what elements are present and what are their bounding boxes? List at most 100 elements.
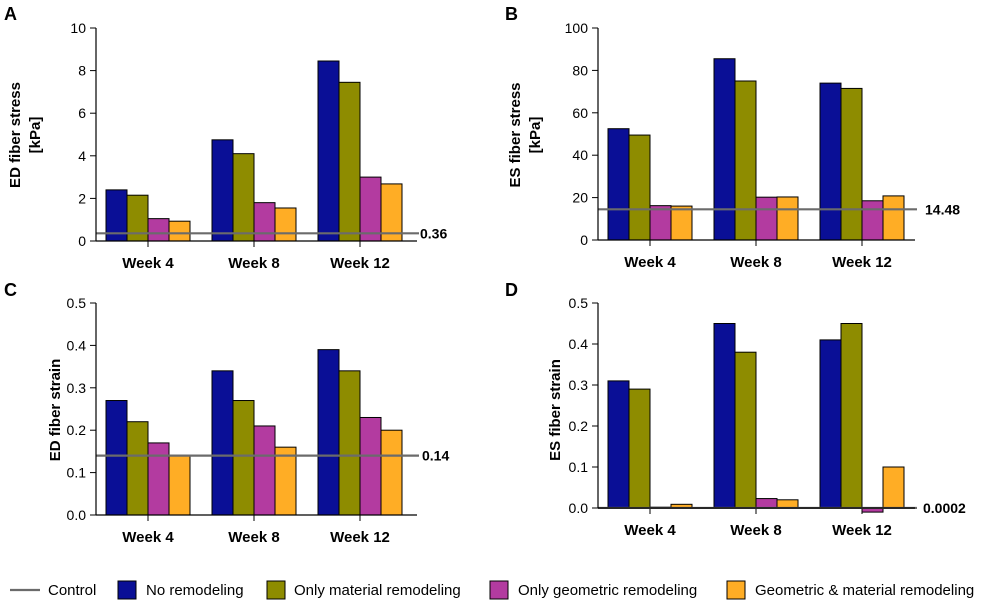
bar-no-remodeling-week-8 [713, 323, 736, 509]
panel-letter: D [505, 280, 518, 300]
y-tick-label: 0.1 [569, 459, 589, 475]
y-tick-label: 100 [565, 20, 589, 36]
y-axis-title-line: [kPa] [527, 117, 544, 154]
x-tick-label: Week 4 [122, 529, 174, 546]
bar-no-remodeling-week-12 [317, 349, 340, 516]
bar-only-material-remodeling-week-8 [734, 351, 757, 509]
legend-color-swatch [726, 580, 746, 600]
bar-only-geometric-remodeling-week-12 [359, 176, 382, 242]
y-tick-label: 0 [580, 232, 588, 248]
y-tick-label: 0.3 [67, 380, 87, 396]
bar-geometric-material-remodeling-week-8 [776, 196, 799, 241]
y-axis-title-line: ED fiber strain [47, 359, 64, 462]
y-tick-label: 80 [572, 62, 588, 78]
panel-d: D ES fiber strain Week 4 Week 8 Week 12 0.000… [505, 280, 966, 539]
bar-no-remodeling-week-12 [819, 82, 842, 241]
bar-geometric-material-remodeling-week-4 [168, 220, 191, 242]
legend-label: Control [48, 582, 96, 599]
bar-only-material-remodeling-week-8 [734, 80, 757, 241]
bar-only-material-remodeling-week-8 [232, 400, 255, 516]
x-tick-label: Week 4 [122, 255, 174, 272]
bar-no-remodeling-week-12 [819, 339, 842, 509]
y-tick-label: 0.0 [67, 507, 87, 523]
bar-only-material-remodeling-week-12 [338, 81, 361, 242]
x-tick-label: Week 12 [832, 254, 892, 271]
bar-no-remodeling-week-8 [211, 370, 234, 516]
bar-only-geometric-remodeling-week-4 [649, 205, 672, 241]
y-axis-title-line: [kPa] [27, 117, 44, 154]
y-tick-label: 2 [78, 190, 86, 206]
y-axis-title: ED fiber stress [kPa] [7, 82, 44, 188]
chart-panels: AED fiber stress [kPa]Week 4 Week 8 Week 12… [4, 4, 966, 546]
panel-a: A ED fiber stress [kPa] Week 4 Week 8 Week 12… [4, 4, 447, 272]
y-tick-label: 8 [78, 63, 86, 79]
panel-letter: B [505, 4, 518, 24]
x-tick-label: Week 8 [730, 254, 781, 271]
bar-no-remodeling-week-4 [105, 400, 128, 516]
legend-label: Only material remodeling [294, 582, 461, 599]
bar-geometric-material-remodeling-week-4 [670, 205, 693, 241]
bar-only-geometric-remodeling-week-8 [253, 425, 276, 516]
y-tick-label: 10 [70, 20, 86, 36]
y-tick-label: 0.4 [569, 336, 589, 352]
bar-only-geometric-remodeling-week-8 [755, 498, 778, 509]
x-tick-label: Week 8 [228, 529, 279, 546]
y-tick-label: 0.5 [67, 295, 87, 311]
bar-only-geometric-remodeling-week-8 [253, 202, 276, 242]
bar-only-geometric-remodeling-week-4 [147, 442, 170, 516]
y-tick-label: 0 [78, 233, 86, 249]
legend-label: Only geometric remodeling [518, 582, 697, 599]
bar-only-geometric-remodeling-week-12 [861, 200, 884, 241]
y-tick-label: 0.4 [67, 337, 87, 353]
bar-no-remodeling-week-8 [211, 139, 234, 242]
panel-b: B ES fiber stress [kPa] Week 4 Week 8 Week 12… [505, 4, 960, 271]
y-tick-label: 4 [78, 148, 86, 164]
x-tick-label: Week 8 [730, 522, 781, 539]
y-axis-title-line: ES fiber strain [547, 359, 564, 461]
legend-item-only-material-remodeling: Only material remodeling [266, 580, 461, 600]
legend-color-swatch [117, 580, 137, 600]
bar-only-material-remodeling-week-12 [338, 370, 361, 516]
y-tick-label: 0.2 [569, 418, 589, 434]
bar-no-remodeling-week-12 [317, 60, 340, 242]
control-value-label: 14.48 [925, 201, 960, 217]
y-tick-label: 0.1 [67, 465, 87, 481]
legend-item-control: Control [10, 582, 96, 599]
bar-only-material-remodeling-week-4 [628, 388, 651, 509]
y-axis-title: ES fiber stress [kPa] [507, 82, 544, 187]
legend-label: Geometric & material remodeling [755, 582, 974, 599]
y-tick-label: 40 [572, 147, 588, 163]
bar-only-material-remodeling-week-12 [840, 323, 863, 509]
bar-geometric-material-remodeling-week-12 [882, 195, 905, 241]
bar-only-geometric-remodeling-week-12 [359, 416, 382, 516]
x-tick-label: Week 12 [330, 255, 390, 272]
bar-geometric-material-remodeling-week-4 [168, 455, 191, 516]
y-tick-label: 60 [572, 105, 588, 121]
y-axis-title-line: ES fiber stress [507, 82, 524, 187]
legend-color-swatch [489, 580, 509, 600]
bar-no-remodeling-week-4 [607, 380, 630, 509]
bar-geometric-material-remodeling-week-8 [274, 207, 297, 242]
y-tick-label: 20 [572, 190, 588, 206]
x-tick-label: Week 12 [330, 529, 390, 546]
bar-geometric-material-remodeling-week-8 [274, 446, 297, 516]
control-value-label: 0.36 [420, 225, 447, 241]
y-tick-label: 0.3 [569, 377, 589, 393]
control-value-label: 0.0002 [923, 500, 966, 516]
panel-letter: A [4, 4, 17, 24]
bar-only-geometric-remodeling-week-8 [755, 196, 778, 241]
legend-item-no-remodeling: No remodeling [117, 580, 244, 600]
legend-label: No remodeling [146, 582, 244, 599]
legend-item-only-geometric-remodeling: Only geometric remodeling [489, 580, 697, 600]
y-axis-title-line: ED fiber stress [7, 82, 24, 188]
bar-geometric-material-remodeling-week-12 [380, 429, 403, 516]
y-tick-label: 0.2 [67, 422, 87, 438]
bar-only-material-remodeling-week-4 [628, 134, 651, 241]
y-axis-title: ED fiber strain [47, 359, 64, 462]
bar-no-remodeling-week-4 [607, 128, 630, 241]
x-tick-label: Week 8 [228, 255, 279, 272]
y-tick-label: 6 [78, 105, 86, 121]
bar-only-material-remodeling-week-8 [232, 153, 255, 242]
bar-only-material-remodeling-week-12 [840, 87, 863, 241]
